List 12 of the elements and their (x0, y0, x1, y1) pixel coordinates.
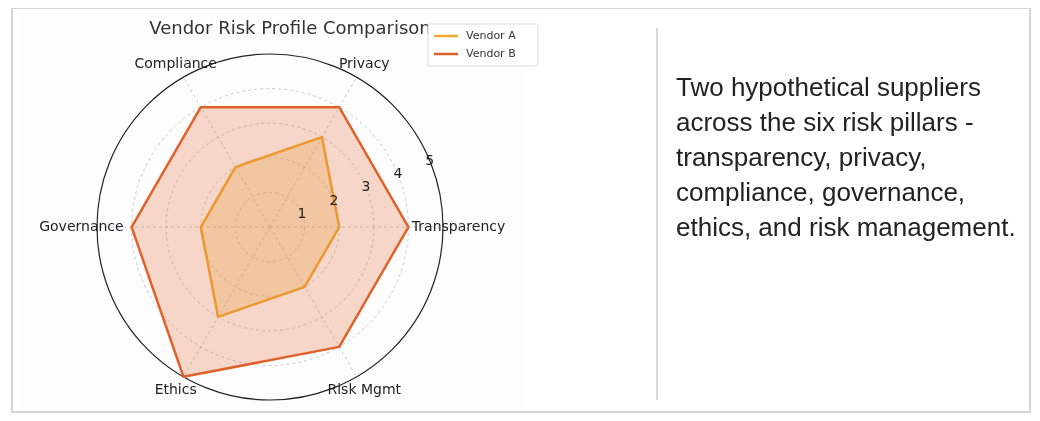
legend-label: Vendor B (466, 47, 516, 60)
spoke-label: Privacy (338, 54, 390, 71)
y-tick-label: 2 (329, 191, 339, 208)
y-tick-label: 1 (297, 204, 307, 221)
text: Two hypothetical suppliers across the six risk pillars - transparency, privacy, compliance, governance, ethics, and risk management. (676, 71, 1017, 244)
y-tick-label: 4 (393, 165, 403, 182)
y-tick-label: 3 (361, 178, 371, 195)
spoke-label: Risk Mgmt (327, 381, 402, 398)
spoke-label: Ethics (154, 381, 197, 398)
legend-label: Vendor A (466, 29, 517, 42)
chart-title: Vendor Risk Profile Comparison (149, 17, 431, 38)
spoke-label: Compliance (134, 54, 217, 71)
